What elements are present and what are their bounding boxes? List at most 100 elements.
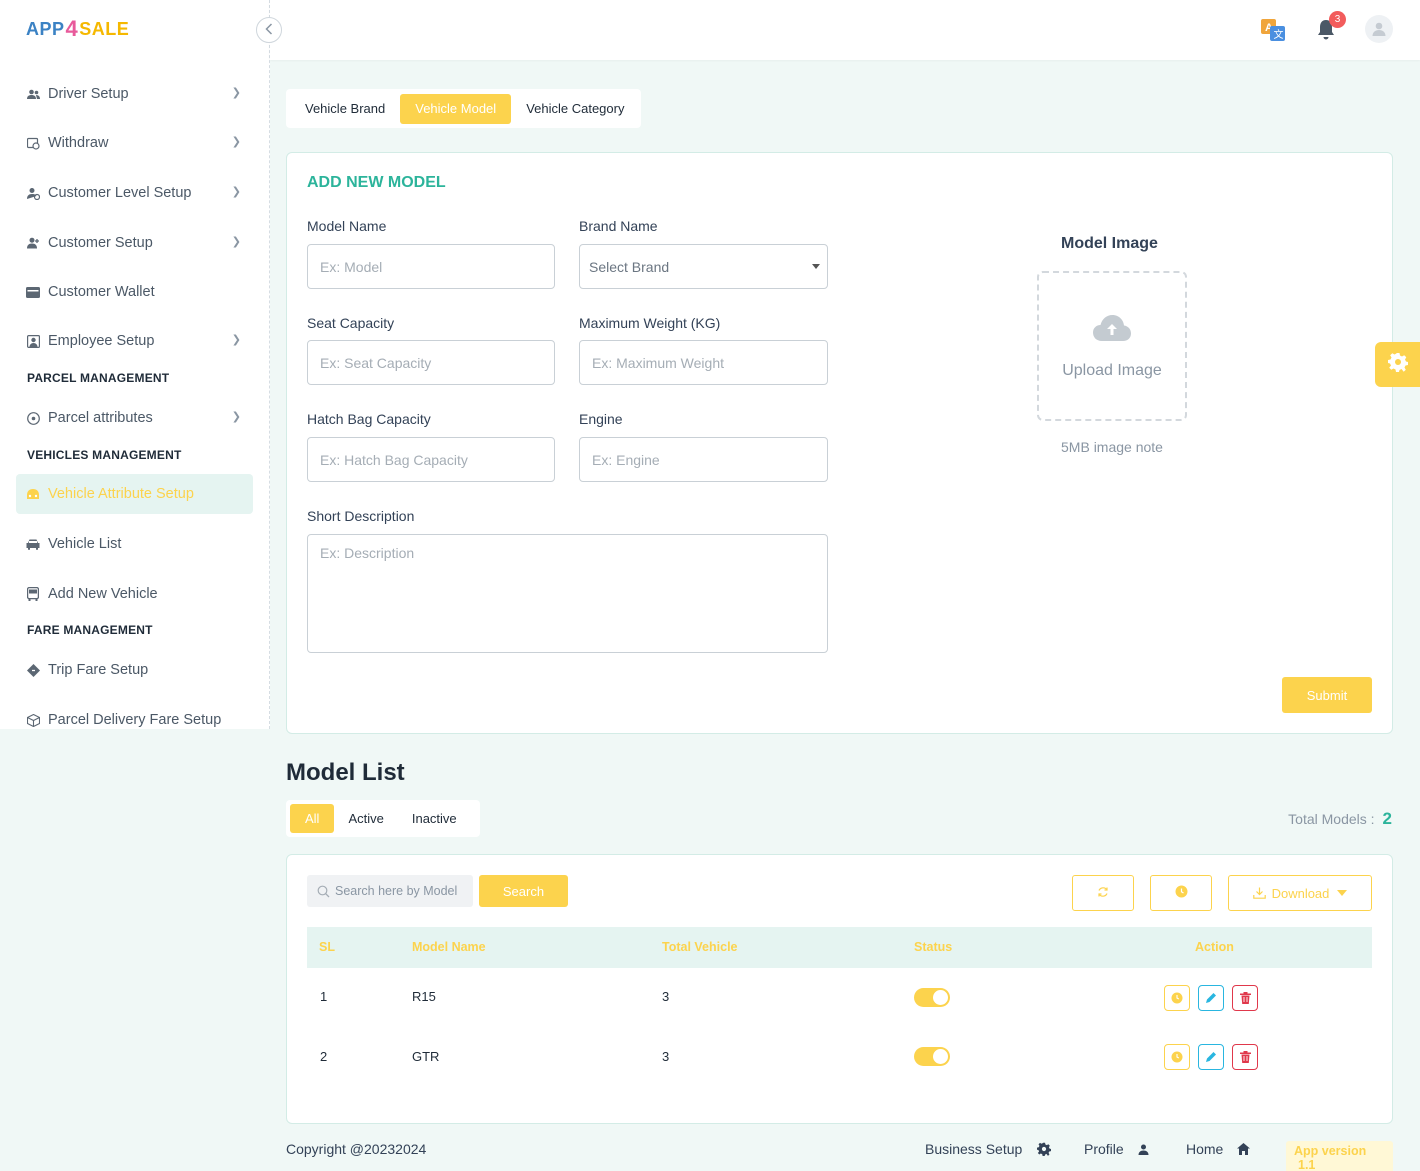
parcel-icon	[26, 411, 40, 425]
max-weight-label: Maximum Weight (KG)	[579, 315, 721, 331]
max-weight-input[interactable]: Ex: Maximum Weight	[579, 340, 828, 385]
add-model-form-card: ADD NEW MODEL Model Name Ex: Model Brand…	[286, 152, 1393, 734]
app-version-label: App version	[1294, 1144, 1367, 1158]
image-note: 5MB image note	[1061, 439, 1163, 455]
table-row: 2 GTR 3	[307, 1044, 1372, 1107]
filter-inactive[interactable]: Inactive	[411, 811, 457, 826]
search-icon	[317, 885, 330, 898]
user-level-icon	[26, 186, 40, 200]
sidebar-item-trip-fare-setup[interactable]: Trip Fare Setup	[16, 650, 253, 690]
upload-image-label: Upload Image	[1062, 361, 1162, 379]
download-dropdown-button[interactable]: Download	[1228, 875, 1372, 911]
business-setup-label: Business Setup	[925, 1141, 1023, 1157]
column-header-status: Status	[914, 940, 953, 954]
engine-label: Engine	[579, 411, 623, 427]
delete-button[interactable]	[1232, 1044, 1258, 1070]
seat-capacity-label: Seat Capacity	[307, 315, 395, 331]
description-textarea[interactable]: Ex: Description	[307, 534, 828, 653]
logo-text-sale: SALE	[79, 18, 130, 39]
search-input[interactable]: Search here by Model	[307, 875, 473, 907]
cell-sl: 2	[320, 1049, 328, 1064]
sidebar-item-employee-setup[interactable]: Employee Setup ❯	[16, 321, 253, 361]
vehicle-attribute-icon	[26, 487, 40, 501]
view-log-button[interactable]	[1164, 985, 1190, 1011]
svg-text:A: A	[1265, 22, 1273, 34]
sidebar-item-vehicle-attribute-setup[interactable]: Vehicle Attribute Setup	[16, 474, 253, 514]
engine-input[interactable]: Ex: Engine	[579, 437, 828, 482]
filter-all[interactable]: All	[290, 804, 335, 833]
sidebar-item-customer-wallet[interactable]: Customer Wallet	[16, 272, 253, 312]
users-icon	[26, 87, 40, 101]
sidebar-item-label: Customer Wallet	[48, 284, 155, 300]
sidebar-item-parcel-attributes[interactable]: Parcel attributes ❯	[16, 398, 253, 438]
sidebar-item-parcel-delivery-fare-setup[interactable]: Parcel Delivery Fare Setup	[16, 700, 253, 740]
delete-button[interactable]	[1232, 985, 1258, 1011]
seat-capacity-input[interactable]: Ex: Seat Capacity	[307, 340, 555, 385]
submit-button[interactable]: Submit	[1282, 677, 1372, 713]
sidebar: APP 4 SALE Driver Setup ❯ Withdraw ❯ Cus…	[0, 0, 270, 729]
pencil-icon	[1206, 1052, 1216, 1062]
status-toggle[interactable]	[914, 988, 950, 1007]
sidebar-item-label: Parcel Delivery Fare Setup	[48, 712, 222, 728]
tab-vehicle-model[interactable]: Vehicle Model	[400, 93, 512, 124]
cell-model-name: GTR	[412, 1049, 440, 1064]
sidebar-item-label: Trip Fare Setup	[48, 662, 149, 678]
brand-select-value: Select Brand	[589, 258, 670, 275]
tab-vehicle-category[interactable]: Vehicle Category	[526, 101, 625, 116]
status-toggle[interactable]	[914, 1047, 950, 1066]
search-button[interactable]: Search	[479, 875, 568, 907]
notification-badge: 3	[1329, 11, 1346, 28]
box-icon	[26, 713, 40, 727]
log-button[interactable]	[1150, 875, 1212, 911]
wallet-icon	[26, 285, 40, 299]
clock-icon	[1175, 885, 1188, 901]
table-row: 1 R15 3	[307, 985, 1372, 1047]
chevron-right-icon: ❯	[231, 87, 241, 99]
upload-image-dropzone[interactable]: Upload Image	[1037, 271, 1187, 421]
user-icon	[1138, 1144, 1149, 1155]
user-avatar[interactable]	[1365, 15, 1393, 43]
tab-vehicle-brand[interactable]: Vehicle Brand	[305, 101, 386, 116]
logo-text-app: APP	[26, 18, 65, 39]
chevron-right-icon: ❯	[231, 334, 241, 346]
edit-button[interactable]	[1198, 985, 1224, 1011]
edit-button[interactable]	[1198, 1044, 1224, 1070]
sidebar-item-customer-setup[interactable]: Customer Setup ❯	[16, 223, 253, 263]
notification-bell-icon[interactable]: 3	[1314, 11, 1346, 42]
search-placeholder: Search here by Model	[335, 884, 458, 898]
svg-text:文: 文	[1274, 28, 1284, 41]
chevron-right-icon: ❯	[231, 136, 241, 148]
brand-name-select[interactable]: Select Brand	[579, 244, 828, 289]
sidebar-item-label: Parcel attributes	[48, 410, 153, 426]
user-plus-icon	[26, 236, 40, 250]
hatch-bag-input[interactable]: Ex: Hatch Bag Capacity	[307, 437, 555, 482]
sidebar-item-add-new-vehicle[interactable]: Add New Vehicle	[16, 574, 253, 614]
floating-settings-button[interactable]	[1375, 342, 1420, 387]
profile-label: Profile	[1084, 1141, 1124, 1157]
footer-profile-link[interactable]: Profile	[1084, 1141, 1149, 1157]
app-version-badge: App version 1.1	[1286, 1141, 1393, 1171]
refresh-button[interactable]	[1072, 875, 1134, 911]
sidebar-item-vehicle-list[interactable]: Vehicle List	[16, 524, 253, 564]
footer-business-setup-link[interactable]: Business Setup	[925, 1141, 1052, 1157]
total-models-label: Total Models :	[1288, 811, 1375, 827]
sidebar-item-withdraw[interactable]: Withdraw ❯	[16, 123, 253, 163]
sidebar-item-customer-level-setup[interactable]: Customer Level Setup ❯	[16, 173, 253, 213]
sidebar-collapse-button[interactable]	[256, 17, 282, 43]
caret-down-icon	[1337, 890, 1348, 896]
sidebar-item-driver-setup[interactable]: Driver Setup ❯	[16, 74, 253, 114]
home-label: Home	[1186, 1141, 1224, 1157]
diamond-icon	[26, 663, 40, 677]
trash-icon	[1239, 992, 1251, 1004]
app-logo[interactable]: APP 4 SALE	[26, 16, 129, 42]
filter-active[interactable]: Active	[348, 811, 384, 826]
logo-text-4: 4	[65, 16, 79, 41]
cell-total-vehicle: 3	[662, 1049, 670, 1064]
dropdown-caret-icon	[812, 264, 820, 269]
trash-icon	[1239, 1051, 1251, 1063]
view-log-button[interactable]	[1164, 1044, 1190, 1070]
footer-home-link[interactable]: Home	[1186, 1141, 1251, 1157]
model-name-input[interactable]: Ex: Model	[307, 244, 555, 289]
sidebar-item-label: Add New Vehicle	[48, 586, 158, 602]
